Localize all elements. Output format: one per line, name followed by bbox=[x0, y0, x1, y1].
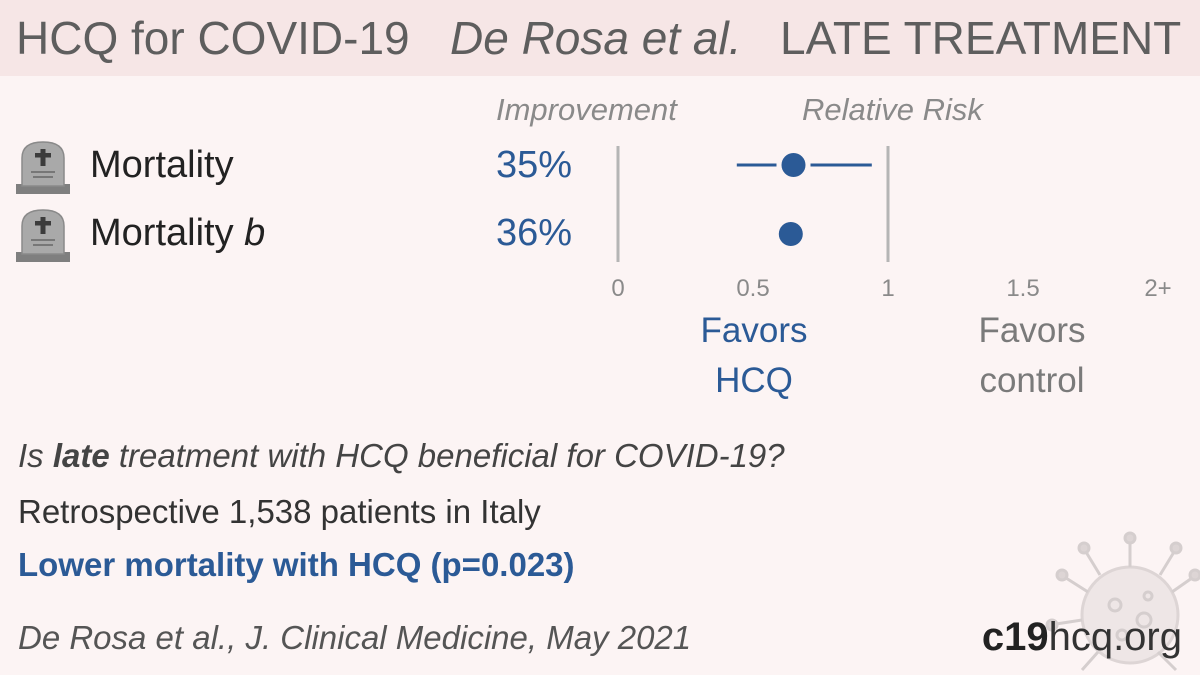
improvement-column-header: Improvement bbox=[496, 92, 677, 127]
study-question: Is late treatment with HCQ beneficial fo… bbox=[18, 437, 785, 474]
citation: De Rosa et al., J. Clinical Medicine, Ma… bbox=[18, 619, 692, 656]
virus-icon bbox=[1045, 531, 1200, 672]
study-design: Retrospective 1,538 patients in Italy bbox=[18, 493, 541, 530]
relative-risk-column-header: Relative Risk bbox=[802, 92, 983, 127]
favors-control-label: Favors control bbox=[978, 311, 1086, 400]
x-tick-label: 1 bbox=[881, 275, 894, 302]
tombstone-icon bbox=[16, 209, 70, 262]
x-tick-label: 1.5 bbox=[1006, 275, 1039, 302]
outcome-label-mortality-b: Mortality b bbox=[90, 212, 266, 254]
tombstone-icon bbox=[16, 141, 70, 194]
improvement-value-mortality-b: 36% bbox=[496, 212, 573, 254]
point-estimate bbox=[781, 153, 806, 177]
study-result: Lower mortality with HCQ (p=0.023) bbox=[18, 546, 575, 583]
x-tick-label: 0.5 bbox=[736, 275, 769, 302]
favors-treatment-label: Favors HCQ bbox=[700, 311, 808, 400]
treatment-stage: LATE TREATMENT bbox=[780, 12, 1182, 64]
x-tick-label: 0 bbox=[611, 275, 624, 302]
x-tick-label: 2+ bbox=[1144, 275, 1171, 302]
improvement-value-mortality: 35% bbox=[496, 144, 573, 186]
point-estimate bbox=[778, 222, 803, 246]
study-authors: De Rosa et al. bbox=[450, 12, 742, 64]
page-title: HCQ for COVID-19 bbox=[16, 12, 410, 64]
header-banner: HCQ for COVID-19 De Rosa et al. LATE TRE… bbox=[0, 0, 1200, 76]
outcome-label-mortality: Mortality bbox=[90, 144, 234, 186]
site-brand[interactable]: c19hcq.org bbox=[981, 615, 1182, 659]
